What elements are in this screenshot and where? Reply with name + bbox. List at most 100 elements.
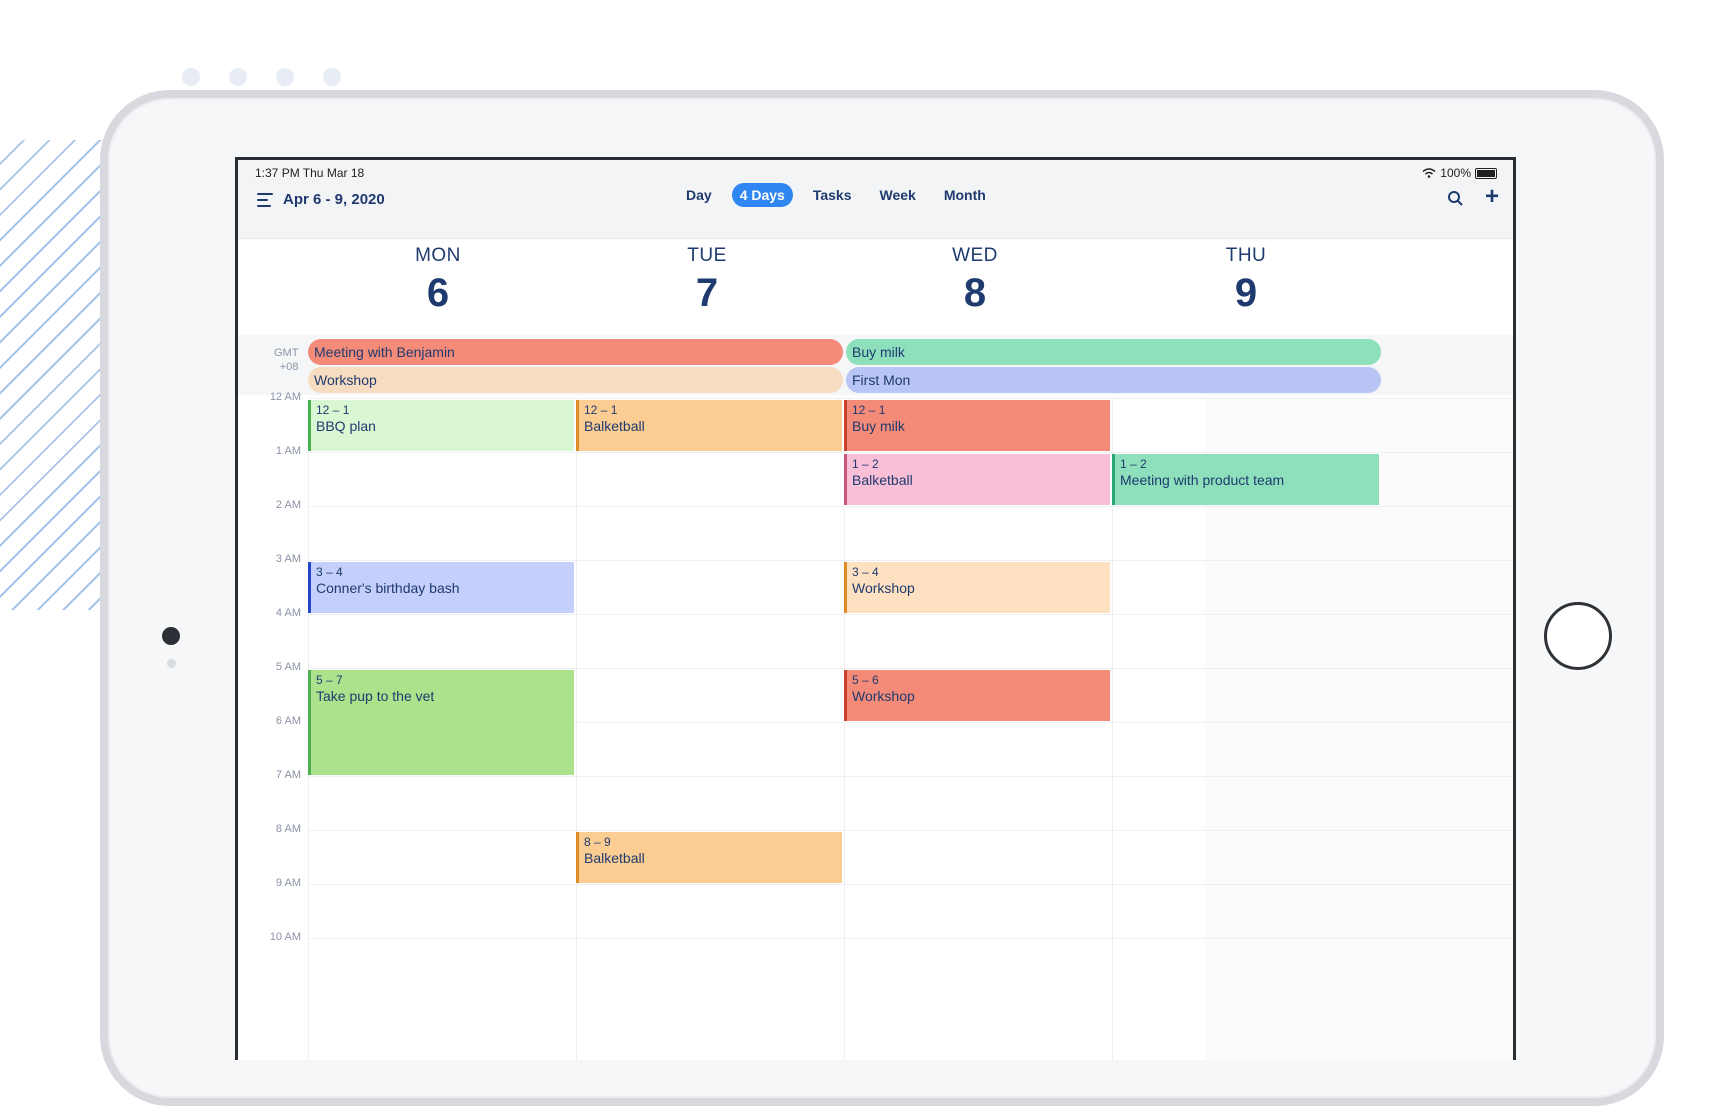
event-title: Conner's birthday bash <box>316 580 460 596</box>
day-name: THU <box>1225 245 1267 266</box>
hour-label: 9 AM <box>275 877 301 889</box>
hour-line <box>308 506 1513 507</box>
decor-dot <box>182 68 200 86</box>
hour-line <box>308 614 1513 615</box>
event-block[interactable]: 1 – 2 Balketball <box>844 454 1110 505</box>
hour-label: 2 AM <box>275 499 301 511</box>
event-block[interactable]: 3 – 4 Workshop <box>844 562 1110 613</box>
event-title: Workshop <box>852 580 915 596</box>
tab-4-days[interactable]: 4 Days <box>731 183 793 207</box>
tab-tasks[interactable]: Tasks <box>812 187 852 203</box>
all-day-event[interactable]: Workshop <box>308 367 843 393</box>
decor-dot <box>229 68 247 86</box>
column-divider <box>844 398 845 1060</box>
tab-month[interactable]: Month <box>943 187 986 203</box>
event-block[interactable]: 12 – 1 BBQ plan <box>308 400 574 451</box>
event-block[interactable]: 12 – 1 Buy milk <box>844 400 1110 451</box>
event-time: 1 – 2 <box>852 457 879 471</box>
event-time: 12 – 1 <box>852 403 886 417</box>
event-block[interactable]: 12 – 1 Balketball <box>576 400 842 451</box>
day-date: 8 <box>963 271 987 315</box>
event-time: 8 – 9 <box>584 835 611 849</box>
hour-label: 8 AM <box>275 823 301 835</box>
hour-line <box>308 668 1513 669</box>
hour-label: 10 AM <box>269 931 301 943</box>
hour-label: 7 AM <box>275 769 301 781</box>
event-block[interactable]: 8 – 9 Balketball <box>576 832 842 883</box>
hour-line <box>308 452 1513 453</box>
hour-line <box>308 830 1513 831</box>
hour-label: 12 AM <box>269 391 301 403</box>
event-time: 5 – 6 <box>852 673 879 687</box>
day-date: 7 <box>695 271 719 315</box>
status-right: 100% <box>1422 166 1497 180</box>
camera-sensor <box>167 659 176 668</box>
hour-line <box>308 560 1513 561</box>
event-time: 12 – 1 <box>584 403 618 417</box>
tab-week[interactable]: Week <box>879 187 916 203</box>
day-name: MON <box>415 245 461 266</box>
all-day-event[interactable]: Buy milk <box>846 339 1381 365</box>
hour-line <box>308 938 1513 939</box>
column-divider <box>1112 398 1113 1060</box>
hour-label: 1 AM <box>275 445 301 457</box>
tab-day[interactable]: Day <box>686 187 712 203</box>
day-name: TUE <box>687 245 727 266</box>
date-range[interactable]: Apr 6 - 9, 2020 <box>283 191 385 208</box>
decor-dot <box>276 68 294 86</box>
hour-label: 4 AM <box>275 607 301 619</box>
day-date: 9 <box>1234 271 1258 315</box>
time-grid: 12 AM 1 AM 2 AM 3 AM 4 AM 5 AM 6 AM 7 AM… <box>238 391 1513 1060</box>
day-name: WED <box>952 245 998 266</box>
calendar-screen: 1:37 PM Thu Mar 18 100% Apr 6 - 9, 2020 … <box>235 157 1516 1060</box>
event-time: 3 – 4 <box>316 565 343 579</box>
event-title: Buy milk <box>852 418 905 434</box>
event-title: Workshop <box>852 688 915 704</box>
wifi-icon <box>1422 168 1436 178</box>
event-block[interactable]: 1 – 2 Meeting with product team <box>1112 454 1379 505</box>
all-day-event[interactable]: First Mon <box>846 367 1381 393</box>
hour-line <box>308 776 1513 777</box>
all-day-event[interactable]: Meeting with Benjamin <box>308 339 843 365</box>
event-time: 5 – 7 <box>316 673 343 687</box>
event-title: BBQ plan <box>316 418 376 434</box>
decor-dot <box>323 68 341 86</box>
thu-column-bg <box>1205 398 1513 1060</box>
event-title: Balketball <box>584 850 645 866</box>
timezone-label: GMT +08 <box>274 346 298 374</box>
status-time: 1:37 PM Thu Mar 18 <box>255 166 365 180</box>
day-date: 6 <box>426 271 450 315</box>
battery-percent: 100% <box>1440 166 1471 180</box>
event-block[interactable]: 5 – 7 Take pup to the vet <box>308 670 574 775</box>
top-bar: 1:37 PM Thu Mar 18 100% Apr 6 - 9, 2020 … <box>238 160 1513 239</box>
day-header-tue[interactable]: TUE 7 <box>559 245 855 317</box>
hour-label: 6 AM <box>275 715 301 727</box>
day-header-wed[interactable]: WED 8 <box>827 245 1123 317</box>
event-title: Meeting with product team <box>1120 472 1285 488</box>
event-title: Balketball <box>584 418 645 434</box>
event-time: 1 – 2 <box>1120 457 1147 471</box>
timezone-line1: GMT <box>274 347 299 359</box>
home-button[interactable] <box>1544 602 1612 670</box>
search-icon[interactable] <box>1447 190 1463 206</box>
event-time: 3 – 4 <box>852 565 879 579</box>
day-header-mon[interactable]: MON 6 <box>290 245 586 317</box>
add-icon[interactable]: + <box>1484 183 1499 210</box>
day-header-thu[interactable]: THU 9 <box>1098 245 1394 317</box>
event-block[interactable]: 5 – 6 Workshop <box>844 670 1110 721</box>
event-title: Take pup to the vet <box>316 688 435 704</box>
decor-stripes <box>0 140 105 610</box>
hour-label: 3 AM <box>275 553 301 565</box>
camera <box>162 627 180 645</box>
menu-icon[interactable] <box>257 193 273 207</box>
event-block[interactable]: 3 – 4 Conner's birthday bash <box>308 562 574 613</box>
column-divider <box>576 398 577 1060</box>
view-tabs: Day 4 Days Tasks Week Month <box>678 183 994 207</box>
timezone-line2: +08 <box>279 361 299 373</box>
hour-line <box>308 722 1513 723</box>
battery-icon <box>1475 167 1497 179</box>
event-time: 12 – 1 <box>316 403 350 417</box>
event-title: Balketball <box>852 472 913 488</box>
hour-line <box>308 884 1513 885</box>
hour-label: 5 AM <box>275 661 301 673</box>
